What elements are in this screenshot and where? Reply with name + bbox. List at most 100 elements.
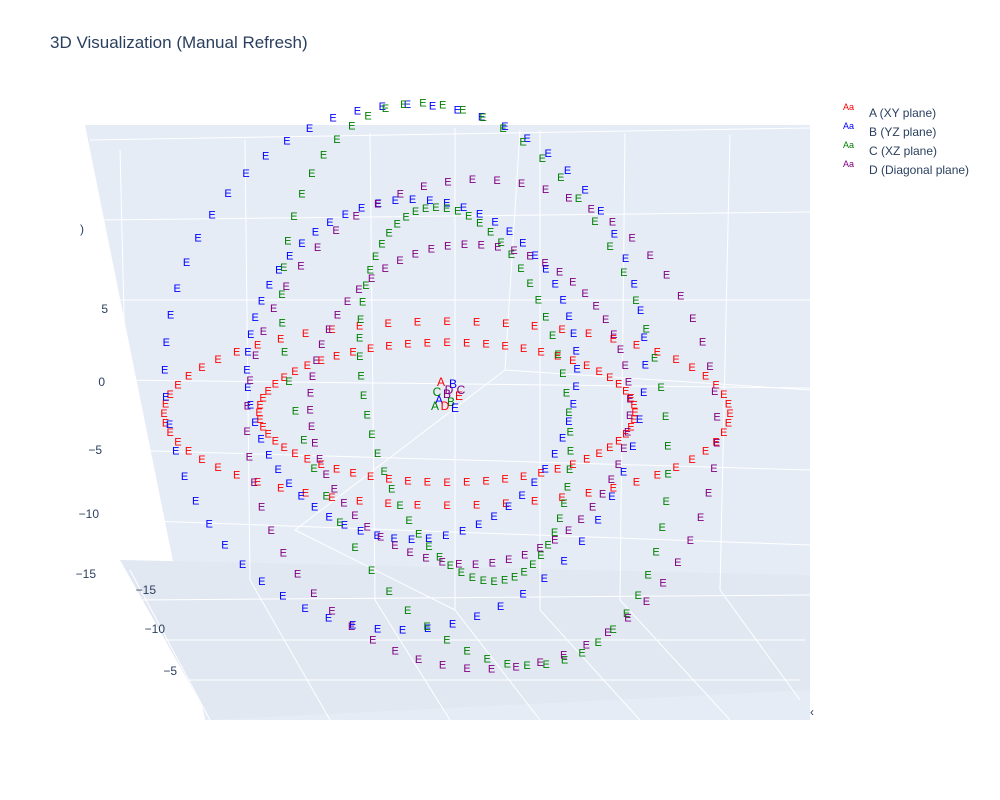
data-marker: E — [561, 655, 568, 667]
data-marker: E — [291, 448, 298, 460]
data-marker: E — [368, 565, 375, 577]
y-tick-label: −5 — [163, 664, 177, 678]
data-markers: E E E E E E E E E E E E E E E E E E E E E E E E E E E E E E E E E E E E E E E E… — [160, 98, 733, 676]
data-marker: E — [356, 332, 363, 344]
data-marker: E — [258, 576, 265, 588]
data-marker: E — [206, 518, 213, 530]
data-marker: E — [581, 184, 588, 196]
data-marker: E — [531, 477, 538, 489]
data-marker: E — [443, 635, 450, 647]
data-marker: E — [313, 355, 320, 367]
data-marker: E — [473, 499, 480, 511]
data-marker: E — [630, 414, 637, 426]
data-marker: E — [375, 198, 382, 210]
data-marker: E — [160, 408, 167, 420]
data-marker: E — [720, 427, 727, 439]
data-marker: E — [488, 664, 495, 676]
data-marker: E — [255, 407, 262, 419]
data-marker: E — [378, 238, 385, 250]
data-marker: E — [549, 330, 556, 342]
data-marker: E — [277, 482, 284, 494]
data-marker: E — [326, 217, 333, 229]
data-marker: E — [606, 241, 613, 253]
data-marker: E — [589, 502, 596, 514]
x-tick-label-clipped: ‹ — [810, 705, 814, 719]
data-marker: E — [541, 258, 548, 270]
data-marker: E — [506, 226, 513, 238]
data-marker: E — [439, 557, 446, 569]
data-marker: E — [630, 400, 637, 412]
data-marker: E — [583, 360, 590, 372]
data-marker: E — [185, 371, 192, 383]
data-marker: E — [497, 237, 504, 249]
data-marker: E — [333, 134, 340, 146]
data-marker: E — [285, 376, 292, 388]
data-marker: E — [325, 511, 332, 523]
data-marker: E — [364, 410, 371, 422]
data-marker: E — [364, 110, 371, 122]
data-marker: E — [664, 469, 671, 481]
data-marker: E — [192, 495, 199, 507]
data-marker: E — [637, 305, 644, 317]
data-marker: E — [479, 112, 486, 124]
data-marker: E — [244, 382, 251, 394]
data-marker: E — [560, 556, 567, 568]
data-marker: E — [265, 385, 272, 397]
data-marker: E — [198, 454, 205, 466]
data-marker: E — [194, 233, 201, 245]
data-marker: E — [595, 448, 602, 460]
data-marker: E — [626, 410, 633, 422]
data-marker: E — [689, 313, 696, 325]
data-marker: E — [454, 206, 461, 218]
legend-swatch: Aa — [843, 121, 855, 131]
data-marker: E — [283, 136, 290, 148]
data-marker: E — [351, 510, 358, 522]
data-marker: E — [349, 468, 356, 480]
data-marker: E — [713, 437, 720, 449]
data-marker: E — [355, 284, 362, 296]
data-marker: E — [697, 512, 704, 524]
data-marker: E — [654, 346, 661, 358]
data-marker: E — [659, 577, 666, 589]
data-marker: E — [357, 526, 364, 538]
data-marker: E — [294, 569, 301, 581]
data-marker: E — [325, 324, 332, 336]
data-marker: E — [306, 405, 313, 417]
data-marker: E — [342, 209, 349, 221]
data-marker: E — [620, 467, 627, 479]
gridline — [369, 132, 376, 601]
data-marker: E — [214, 462, 221, 474]
data-marker: E — [542, 264, 549, 276]
data-marker: E — [447, 560, 454, 572]
data-marker: E — [286, 251, 293, 263]
z-tick-label: 0 — [98, 375, 105, 389]
data-marker: E — [554, 349, 561, 361]
data-marker: E — [357, 371, 364, 383]
data-marker: E — [597, 206, 604, 218]
data-marker: E — [406, 547, 413, 559]
data-marker: E — [404, 475, 411, 487]
data-marker: E — [652, 547, 659, 559]
data-marker: E — [615, 378, 622, 390]
data-marker: E — [161, 364, 168, 376]
data-marker: E — [386, 586, 393, 598]
data-marker: E — [585, 328, 592, 340]
data-marker: E — [183, 257, 190, 269]
data-marker: E — [415, 654, 422, 666]
data-marker: E — [687, 535, 694, 547]
data-marker: E — [489, 557, 496, 569]
data-marker: E — [333, 464, 340, 476]
data-marker: E — [367, 343, 374, 355]
data-marker: E — [554, 350, 561, 362]
data-marker: E — [349, 346, 356, 358]
data-marker: E — [419, 98, 426, 110]
data-marker: E — [310, 463, 317, 475]
data-marker: E — [320, 150, 327, 162]
data-marker: E — [265, 429, 272, 441]
data-marker: E — [362, 280, 369, 292]
gridline — [244, 139, 251, 581]
data-marker: E — [501, 340, 508, 352]
data-marker: E — [369, 634, 376, 646]
data-marker: E — [246, 375, 253, 387]
